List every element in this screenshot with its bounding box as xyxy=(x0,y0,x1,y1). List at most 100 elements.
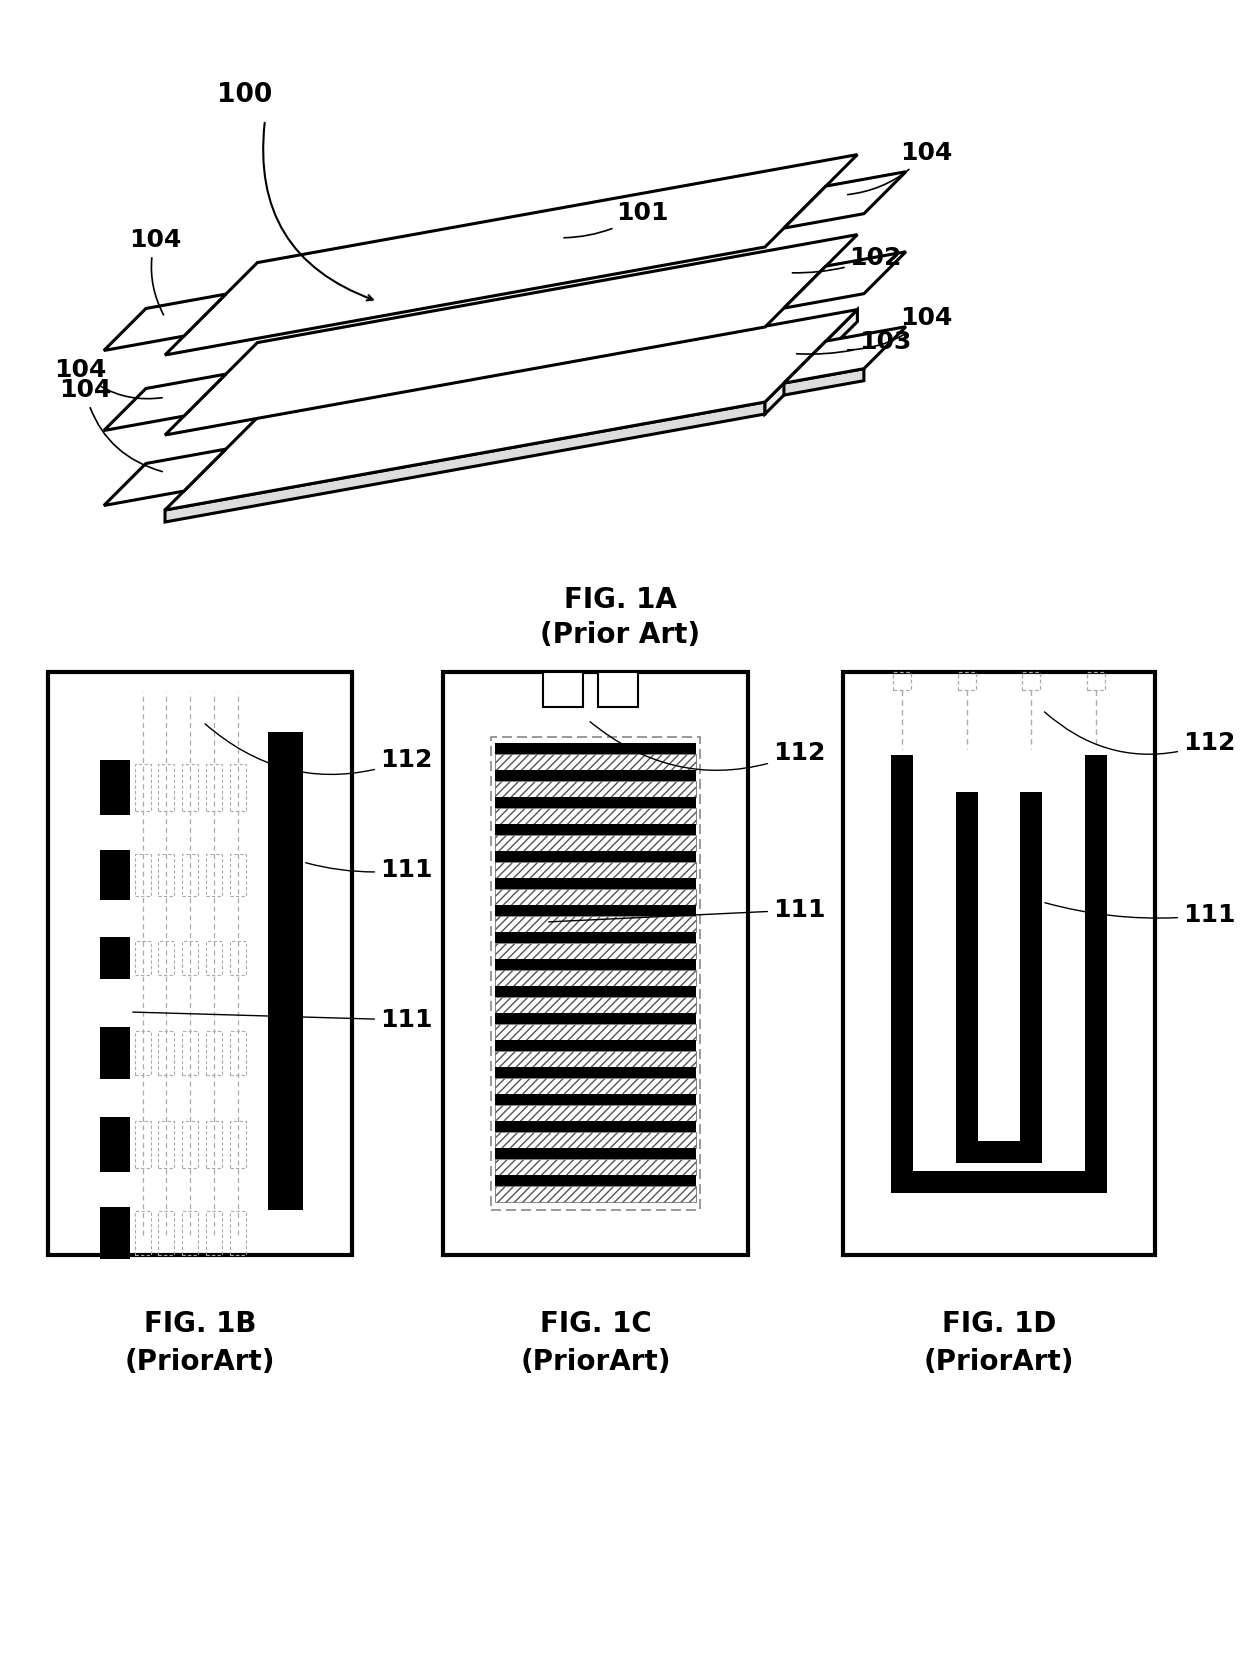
Bar xyxy=(495,1013,696,1025)
Text: 103: 103 xyxy=(796,330,911,354)
Bar xyxy=(443,672,748,1254)
Bar xyxy=(495,969,696,986)
Bar xyxy=(206,1211,222,1254)
Bar xyxy=(495,808,696,823)
Polygon shape xyxy=(104,449,226,505)
Bar xyxy=(495,1186,696,1202)
Text: FIG. 1D: FIG. 1D xyxy=(942,1310,1056,1338)
Text: FIG. 1A: FIG. 1A xyxy=(563,585,677,614)
Bar xyxy=(495,959,696,969)
Text: 112: 112 xyxy=(1044,711,1235,755)
Bar xyxy=(135,1120,151,1167)
Bar xyxy=(135,854,151,896)
Bar xyxy=(956,1140,1043,1164)
Bar xyxy=(157,1031,174,1075)
Text: 104: 104 xyxy=(848,141,952,195)
Bar xyxy=(495,1176,696,1186)
Text: (PriorArt): (PriorArt) xyxy=(521,1348,671,1377)
Bar xyxy=(182,941,198,974)
Bar xyxy=(495,932,696,942)
Bar xyxy=(495,1040,696,1051)
Bar xyxy=(495,1159,696,1176)
Bar xyxy=(495,1025,696,1040)
Bar xyxy=(157,854,174,896)
Bar xyxy=(495,835,696,850)
Bar xyxy=(206,1120,222,1167)
Text: 104: 104 xyxy=(129,228,181,315)
Bar xyxy=(495,889,696,906)
Bar xyxy=(268,731,303,1211)
Bar xyxy=(495,1067,696,1078)
Bar xyxy=(229,765,246,812)
Bar xyxy=(100,1117,130,1172)
Bar xyxy=(229,941,246,974)
Bar xyxy=(157,1211,174,1254)
Bar xyxy=(135,1211,151,1254)
Polygon shape xyxy=(784,327,906,382)
Bar xyxy=(893,672,911,689)
Bar xyxy=(157,765,174,812)
Polygon shape xyxy=(165,310,857,510)
Bar xyxy=(956,792,977,1137)
Bar xyxy=(495,1093,696,1105)
Bar xyxy=(495,879,696,889)
Bar xyxy=(495,1105,696,1120)
Bar xyxy=(229,1120,246,1167)
Bar xyxy=(495,1051,696,1067)
Bar xyxy=(100,850,130,901)
Bar xyxy=(206,1031,222,1075)
Text: 111: 111 xyxy=(133,1008,433,1031)
Text: 100: 100 xyxy=(217,82,273,107)
Bar xyxy=(206,941,222,974)
Bar xyxy=(892,755,913,1137)
Polygon shape xyxy=(765,310,857,414)
Bar xyxy=(495,755,696,770)
Bar xyxy=(157,941,174,974)
Polygon shape xyxy=(784,171,906,228)
Bar xyxy=(495,743,696,755)
Bar xyxy=(157,1120,174,1167)
Bar xyxy=(182,1211,198,1254)
Bar xyxy=(892,1137,913,1192)
Bar xyxy=(892,1171,1107,1192)
Bar xyxy=(495,1078,696,1093)
Text: 101: 101 xyxy=(564,201,668,238)
Bar xyxy=(543,672,583,708)
Bar xyxy=(495,797,696,808)
Bar xyxy=(1021,1137,1043,1164)
Text: 104: 104 xyxy=(53,359,162,399)
Polygon shape xyxy=(784,252,906,309)
Text: 112: 112 xyxy=(205,724,433,775)
Bar xyxy=(495,1120,696,1132)
Bar xyxy=(495,781,696,797)
Bar xyxy=(495,823,696,835)
Bar xyxy=(957,672,976,689)
Bar xyxy=(182,765,198,812)
Bar xyxy=(100,760,130,815)
Bar xyxy=(495,916,696,932)
Bar xyxy=(495,998,696,1013)
Bar xyxy=(229,1211,246,1254)
Text: 111: 111 xyxy=(306,859,433,882)
Bar xyxy=(495,850,696,862)
Text: 112: 112 xyxy=(590,721,826,770)
Bar xyxy=(843,672,1154,1254)
Bar xyxy=(495,1149,696,1159)
Bar xyxy=(495,1132,696,1149)
Bar xyxy=(495,942,696,959)
Bar xyxy=(491,736,701,1211)
Polygon shape xyxy=(104,374,226,431)
Bar xyxy=(495,770,696,781)
Text: (Prior Art): (Prior Art) xyxy=(539,620,701,649)
Polygon shape xyxy=(104,293,226,350)
Text: (PriorArt): (PriorArt) xyxy=(125,1348,275,1377)
Bar xyxy=(135,1031,151,1075)
Bar xyxy=(1087,672,1105,689)
Polygon shape xyxy=(165,402,765,522)
Bar xyxy=(206,854,222,896)
Bar xyxy=(100,1026,130,1078)
Text: 111: 111 xyxy=(1045,902,1235,927)
Bar xyxy=(100,1207,130,1259)
Text: 102: 102 xyxy=(792,247,901,273)
Bar xyxy=(48,672,352,1254)
